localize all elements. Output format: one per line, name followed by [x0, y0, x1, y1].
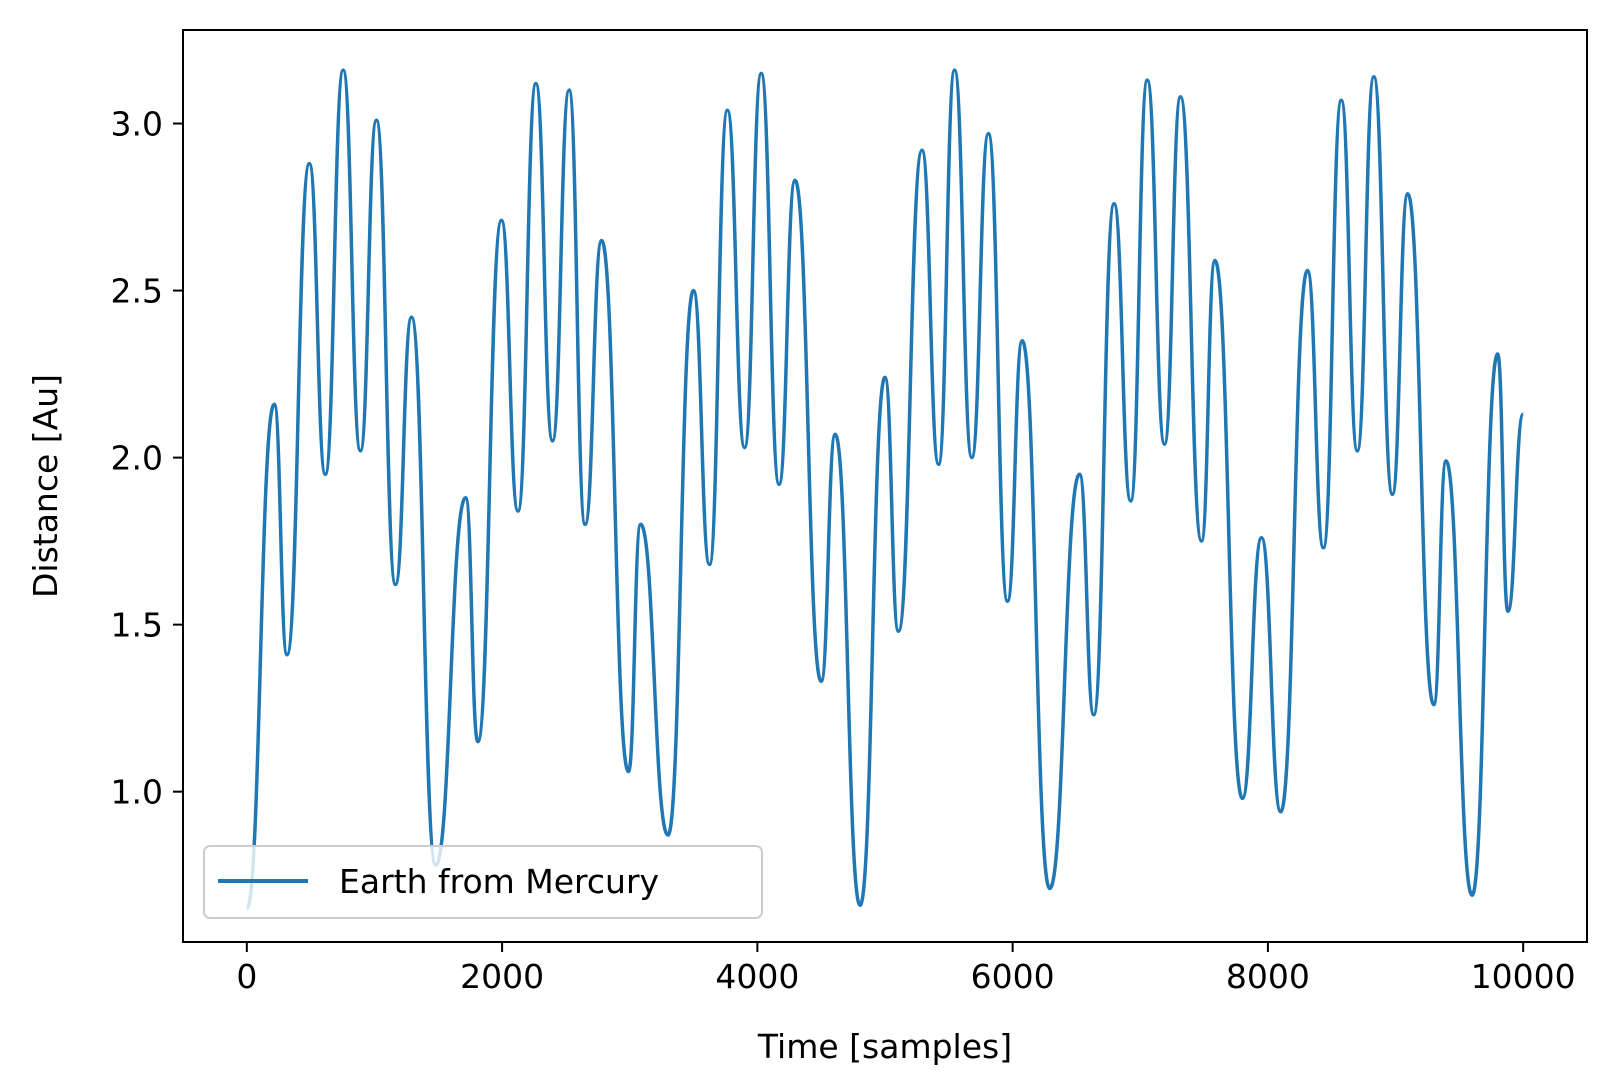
plot-area-frame [182, 29, 1588, 943]
x-tick-label: 6000 [971, 957, 1055, 996]
x-tick-label: 2000 [460, 957, 544, 996]
y-tick-label: 2.0 [111, 439, 163, 478]
legend: Earth from Mercury [203, 845, 763, 919]
y-tick-label: 3.0 [111, 105, 163, 144]
y-tick-label: 1.5 [111, 606, 163, 645]
y-tick-label: 2.5 [111, 272, 163, 311]
legend-label: Earth from Mercury [339, 862, 659, 901]
y-tick-label: 1.0 [111, 773, 163, 812]
x-tick-label: 4000 [715, 957, 799, 996]
x-tick-label: 10000 [1471, 957, 1576, 996]
series-line-0 [245, 68, 1525, 911]
x-tick-label: 0 [236, 957, 257, 996]
x-axis-label: Time [samples] [757, 1027, 1012, 1066]
legend-box [203, 845, 763, 919]
y-axis-label: Distance [Au] [26, 374, 65, 598]
x-tick-label: 8000 [1226, 957, 1310, 996]
